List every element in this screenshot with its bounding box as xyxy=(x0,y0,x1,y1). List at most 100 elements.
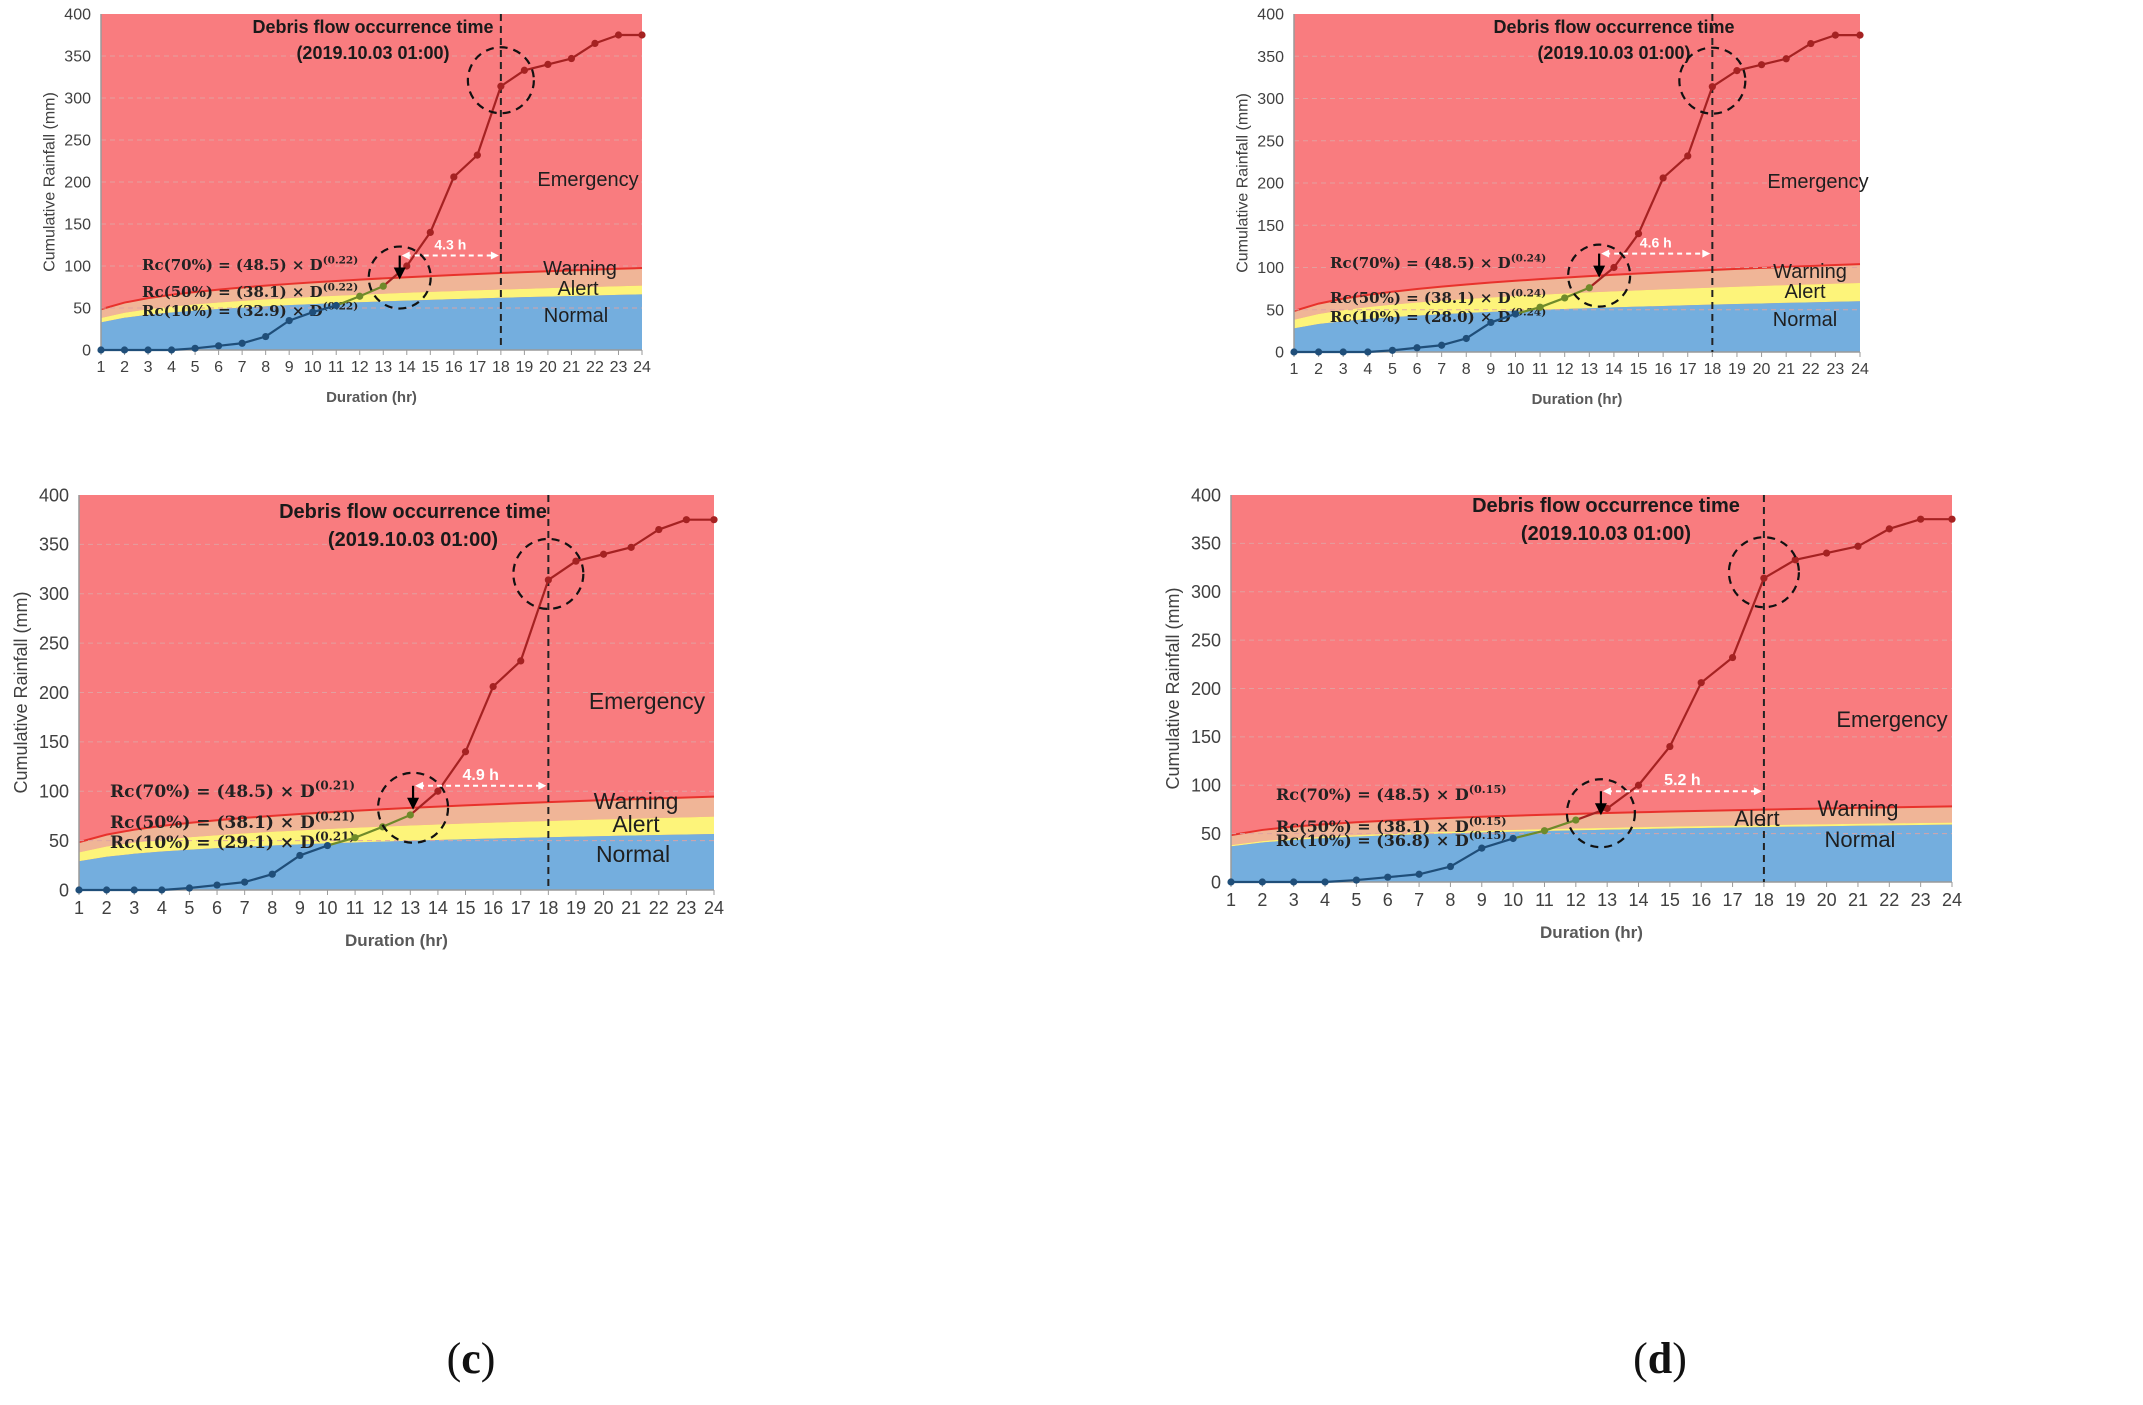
x-tick-label: 7 xyxy=(1414,890,1424,910)
rainfall-segment xyxy=(453,154,479,178)
y-tick-label: 200 xyxy=(39,683,69,703)
equation-rc70-lhs: Rc(70%) = (48.5) × D xyxy=(110,782,315,802)
zone-label-emergency: Emergency xyxy=(1767,171,1868,193)
equation-rc50: Rc(50%) = (38.1) × D(0.24) xyxy=(1330,287,1546,307)
trigger-highlight-circle xyxy=(367,245,432,310)
equation-rc10-lhs: Rc(10%) = (32.9) × D xyxy=(142,302,323,320)
equation-rc50-lhs: Rc(50%) = (38.1) × D xyxy=(1276,817,1469,836)
rainfall-point xyxy=(1757,61,1766,69)
x-tick-label: 6 xyxy=(212,898,222,918)
rainfall-point xyxy=(638,31,646,39)
x-tick-label: 4 xyxy=(1363,361,1372,378)
rainfall-point xyxy=(426,228,434,236)
x-tick-label: 22 xyxy=(1802,361,1820,378)
x-tick-label: 21 xyxy=(563,359,581,376)
rainfall-point xyxy=(1321,878,1329,886)
y-tick-label: 300 xyxy=(64,91,91,108)
y-tick-label: 350 xyxy=(64,49,91,66)
rainfall-point xyxy=(167,346,176,354)
warning-zone xyxy=(1231,806,1952,846)
rainfall-segment xyxy=(603,546,632,556)
x-tick-label: 19 xyxy=(515,359,533,376)
y-tick-label: 200 xyxy=(64,175,91,192)
rainfall-point xyxy=(379,282,387,290)
y-tick-label: 250 xyxy=(64,133,91,150)
rainfall-segment xyxy=(1441,337,1467,347)
rainfall-point xyxy=(1540,827,1549,835)
y-tick-label: 300 xyxy=(1257,91,1284,108)
rainfall-point xyxy=(682,516,690,524)
y-tick-label: 350 xyxy=(1257,49,1284,66)
rainfall-point xyxy=(1446,862,1455,871)
chart-panel-d: 1 2 3 4 5 6 7 8 9 10 11 12 13 14 15 16 17 18 19 20 21 22 23 24 0… xyxy=(1150,485,2143,1300)
rainfall-segment xyxy=(492,660,522,688)
panel-label-c: (c) xyxy=(446,1334,496,1383)
rainfall-point xyxy=(1634,230,1643,238)
event-highlight-circle xyxy=(466,46,535,115)
chart-root: 1 2 3 4 5 6 7 8 9 10 11 12 13 14 15 16 17 18 19 20 21 22 23 240… xyxy=(11,485,724,950)
equation-rc50-lhs: Rc(50%) = (38.1) × D xyxy=(110,813,315,833)
y-tick-label: 400 xyxy=(1257,7,1284,24)
rainfall-point xyxy=(1384,873,1392,881)
rainfall-point xyxy=(1831,31,1839,39)
equation-rc70-exponent: (0.24) xyxy=(1511,252,1547,264)
rainfall-point xyxy=(1487,318,1495,327)
equation-rc50: Rc(50%) = (38.1) × D(0.22) xyxy=(142,281,358,301)
event-date: (2019.10.03 01:00) xyxy=(1537,43,1690,63)
x-tick-label: 7 xyxy=(1437,361,1446,378)
rainfall-segment xyxy=(1324,878,1357,884)
rainfall-point xyxy=(268,870,276,878)
event-date: (2019.10.03 01:00) xyxy=(296,43,449,63)
rainfall-segment xyxy=(575,553,604,563)
x-tick-label: 22 xyxy=(649,898,669,918)
equation-rc10-lhs: Rc(10%) = (36.8) × D xyxy=(1276,831,1469,850)
rainfall-segment xyxy=(1686,86,1714,157)
y-tick-label: 300 xyxy=(1191,582,1221,602)
rainfall-point xyxy=(1290,878,1298,886)
x-tick-label: 5 xyxy=(1388,361,1397,378)
rainfall-point xyxy=(627,543,635,551)
x-tick-label: 24 xyxy=(704,898,724,918)
rainfall-segment xyxy=(1490,312,1516,324)
chart-panel-a: 1 2 3 4 5 6 7 8 9 10 11 12 13 14 15 16 17 18 19 20 21 22 23 24 0… xyxy=(0,0,1070,620)
x-tick-label: 23 xyxy=(1826,361,1844,378)
rainfall-segment xyxy=(1367,349,1393,354)
rainfall-segment xyxy=(1512,829,1545,840)
y-tick-label: 100 xyxy=(64,259,91,276)
rainfall-segment xyxy=(1810,34,1836,45)
rainfall-point xyxy=(103,886,111,894)
rainfall-segment xyxy=(658,518,687,531)
rainfall-point xyxy=(97,346,105,354)
rainfall-segment xyxy=(194,344,219,350)
rainfall-segment xyxy=(161,886,190,892)
y-tick-label: 150 xyxy=(1257,218,1284,235)
x-axis-title: Duration (hr) xyxy=(326,389,417,406)
emergency-boundary-line xyxy=(78,795,715,844)
zone-label-warning: Warning xyxy=(1773,261,1847,283)
normal-zone xyxy=(1294,301,1860,352)
equation-rc50: Rc(50%) = (38.1) × D(0.21) xyxy=(110,809,355,833)
x-tick-label: 23 xyxy=(610,359,628,376)
equation-rc70-exponent: (0.15) xyxy=(1469,782,1507,796)
y-tick-label: 50 xyxy=(73,301,91,318)
rainfall-segment xyxy=(1888,518,1921,530)
rainfall-point xyxy=(285,317,293,325)
rainfall-point xyxy=(1509,834,1517,843)
y-axis-title: Cumulative Rainfall (mm) xyxy=(42,92,59,272)
rainfall-point xyxy=(520,66,528,74)
event-title: Debris flow occurrence time xyxy=(279,501,547,523)
rainfall-segment xyxy=(1711,69,1738,88)
trigger-arrow-head xyxy=(1593,265,1606,278)
y-tick-label: 250 xyxy=(1257,133,1284,150)
rainfall-point xyxy=(614,31,623,39)
y-tick-label: 200 xyxy=(1191,679,1221,699)
rainfall-segment xyxy=(1416,344,1442,349)
x-tick-label: 5 xyxy=(1351,890,1361,910)
rainfall-point xyxy=(1227,878,1235,886)
rainfall-segment xyxy=(218,342,243,347)
y-tick-label: 150 xyxy=(64,217,91,234)
x-tick-label: 20 xyxy=(1753,361,1771,378)
x-tick-label: 18 xyxy=(538,898,558,918)
rainfall-point xyxy=(1258,878,1266,886)
rainfall-point xyxy=(215,342,223,350)
